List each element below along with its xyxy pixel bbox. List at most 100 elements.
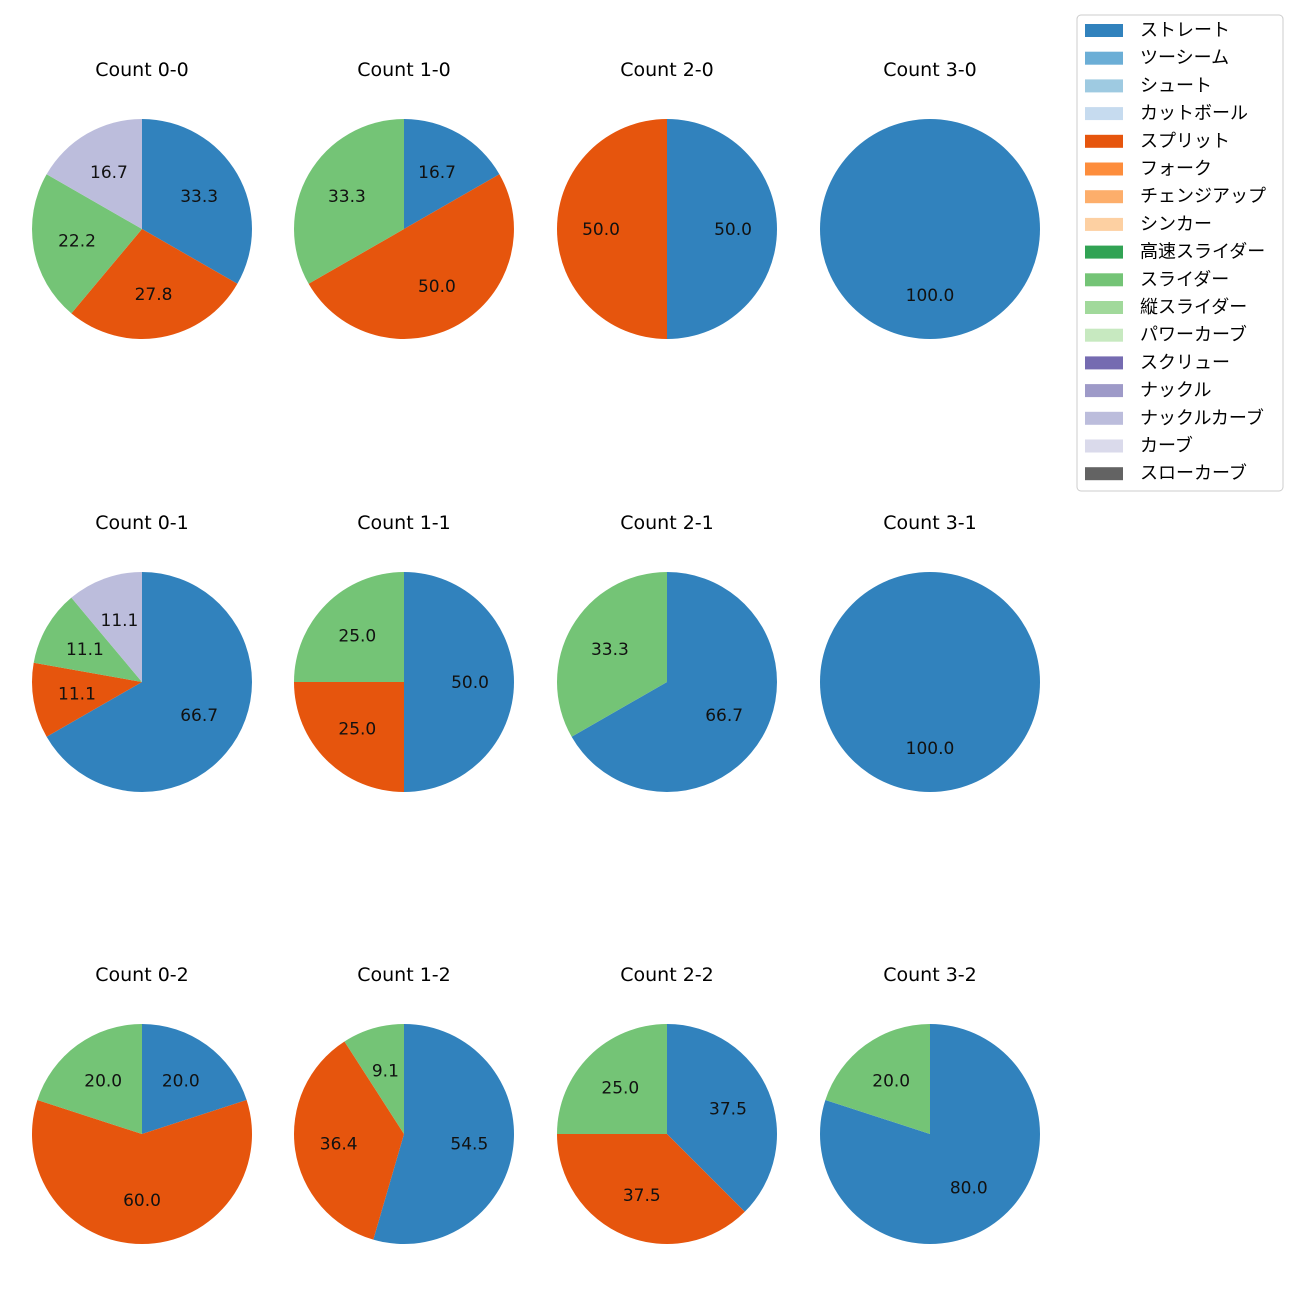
legend-swatch xyxy=(1085,411,1123,425)
slice-value-label: 100.0 xyxy=(906,739,955,759)
pie-title: Count 2-1 xyxy=(620,512,714,534)
slice-value-label: 50.0 xyxy=(418,277,456,297)
slice-value-label: 54.5 xyxy=(450,1134,488,1154)
pie-slice xyxy=(557,119,667,339)
legend-label: ナックル xyxy=(1140,380,1211,401)
slice-value-label: 9.1 xyxy=(372,1062,399,1082)
pie-title: Count 0-0 xyxy=(95,59,189,81)
legend-swatch xyxy=(1085,245,1123,259)
legend-swatch xyxy=(1085,217,1123,231)
slice-value-label: 16.7 xyxy=(418,163,456,183)
pie-slice xyxy=(373,1024,514,1244)
legend-swatch xyxy=(1085,190,1123,204)
slice-value-label: 22.2 xyxy=(58,232,96,252)
pie-count-3-1: Count 3-1 100.0 xyxy=(820,512,1040,792)
legend-label: フォーク xyxy=(1140,159,1212,180)
pie-slice xyxy=(142,1024,247,1134)
pie-title: Count 3-0 xyxy=(883,59,977,81)
pie-slice xyxy=(31,174,142,314)
slice-value-label: 20.0 xyxy=(162,1072,200,1092)
pie-count-3-0: Count 3-0 100.0 xyxy=(820,59,1040,339)
pie-count-0-0: Count 0-0 33.3 27.8 22.2 16.7 xyxy=(31,59,252,339)
pie-slice xyxy=(46,572,253,792)
legend-label: ツーシーム xyxy=(1140,48,1229,69)
legend-label: カットボール xyxy=(1140,103,1248,124)
slice-value-label: 50.0 xyxy=(714,220,752,240)
slice-value-label: 66.7 xyxy=(705,706,743,726)
legend-label: ストレート xyxy=(1140,20,1230,41)
pie-title: Count 1-2 xyxy=(357,964,451,986)
pie-slice xyxy=(33,597,142,682)
pie-slice xyxy=(344,1024,404,1134)
slice-value-label: 20.0 xyxy=(84,1072,122,1092)
pie-slice xyxy=(557,1134,745,1244)
pie-slice xyxy=(571,572,777,792)
pie-slice xyxy=(71,572,142,682)
slice-value-label: 20.0 xyxy=(872,1072,910,1092)
pie-slice xyxy=(294,682,404,792)
pie-count-3-2: Count 3-2 80.0 20.0 xyxy=(819,964,1040,1245)
slice-value-label: 27.8 xyxy=(135,285,173,305)
pie-slice xyxy=(557,1024,667,1134)
legend-swatch xyxy=(1085,439,1123,453)
slice-value-label: 25.0 xyxy=(338,626,376,646)
pie-slice xyxy=(293,119,404,284)
slice-value-label: 25.0 xyxy=(338,720,376,740)
pie-title: Count 0-2 xyxy=(95,964,189,986)
pie-slice xyxy=(404,119,500,229)
pie-count-2-0: Count 2-0 50.0 50.0 xyxy=(557,59,777,339)
legend-label: 高速スライダー xyxy=(1140,242,1265,263)
legend-swatch xyxy=(1085,273,1123,287)
slice-value-label: 11.1 xyxy=(66,640,104,660)
slice-value-label: 37.5 xyxy=(709,1100,747,1120)
pie-title: Count 3-2 xyxy=(883,964,977,986)
pie-slice xyxy=(404,572,514,792)
legend-swatch xyxy=(1085,107,1123,121)
slice-value-label: 50.0 xyxy=(582,220,620,240)
pie-count-0-2: Count 0-2 20.0 60.0 20.0 xyxy=(31,964,252,1245)
legend-label: スプリット xyxy=(1140,131,1230,152)
pie-slice xyxy=(308,174,514,339)
slice-value-label: 33.3 xyxy=(180,187,218,207)
slice-value-label: 33.3 xyxy=(328,187,366,207)
legend-label: 縦スライダー xyxy=(1140,297,1247,318)
pie-slice xyxy=(294,572,404,682)
slice-value-label: 25.0 xyxy=(601,1078,639,1098)
pie-slice xyxy=(294,1041,404,1240)
pie-slice xyxy=(31,1100,252,1245)
pie-slice xyxy=(46,119,142,229)
slice-value-label: 33.3 xyxy=(591,640,629,660)
pie-count-1-0: Count 1-0 16.7 50.0 33.3 xyxy=(293,59,514,339)
slice-value-label: 50.0 xyxy=(451,673,489,693)
pie-count-2-1: Count 2-1 66.7 33.3 xyxy=(556,512,777,792)
pie-slice xyxy=(819,1024,1040,1245)
legend: ストレートツーシームシュートカットボールスプリットフォークチェンジアップシンカー… xyxy=(1076,14,1284,492)
legend-swatch xyxy=(1085,51,1123,65)
pie-slice xyxy=(31,662,143,737)
slice-value-label: 11.1 xyxy=(101,611,139,631)
legend-label: スクリュー xyxy=(1140,352,1230,373)
legend-label: シンカー xyxy=(1140,214,1212,235)
pie-slice xyxy=(142,119,252,284)
legend-swatch xyxy=(1085,79,1123,93)
legend-swatch xyxy=(1085,384,1123,398)
legend-label: チェンジアップ xyxy=(1140,186,1266,207)
legend-swatch xyxy=(1085,328,1123,342)
legend-label: スローカーブ xyxy=(1140,462,1247,484)
slice-value-label: 11.1 xyxy=(58,684,96,704)
pie-slice xyxy=(37,1024,142,1134)
pie-slice xyxy=(556,572,667,737)
pie-slice xyxy=(825,1024,930,1134)
pie-title: Count 1-1 xyxy=(357,512,451,534)
pie-count-1-2: Count 1-2 54.5 36.4 9.1 xyxy=(294,964,514,1244)
pie-title: Count 1-0 xyxy=(357,59,451,81)
pie-count-2-2: Count 2-2 37.5 37.5 25.0 xyxy=(557,964,777,1244)
slice-value-label: 36.4 xyxy=(320,1135,358,1155)
slice-value-label: 66.7 xyxy=(180,706,218,726)
pie-title: Count 3-1 xyxy=(883,512,977,534)
legend-swatch xyxy=(1085,134,1123,148)
legend-label: パワーカーブ xyxy=(1140,324,1247,346)
slice-value-label: 16.7 xyxy=(90,163,128,183)
pie-slice xyxy=(820,572,1040,792)
